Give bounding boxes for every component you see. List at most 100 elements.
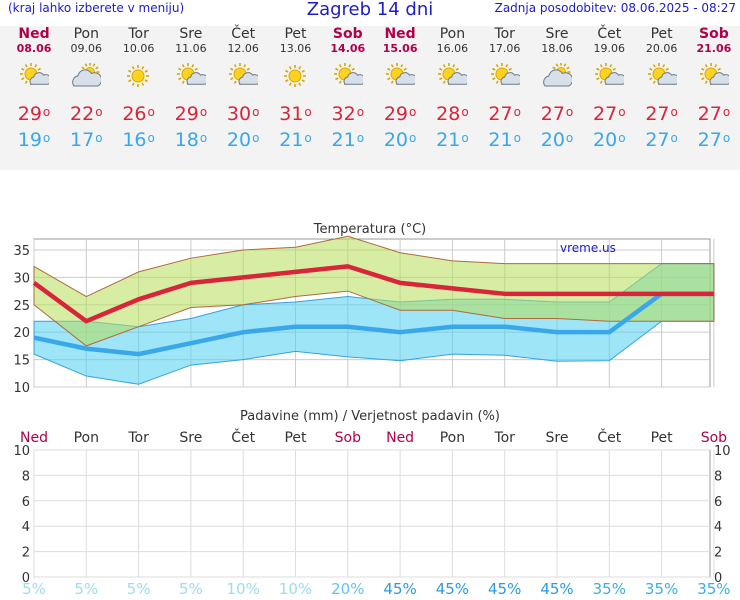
location-menu-hint[interactable]: (kraj lahko izberete v meniju) [8, 1, 185, 15]
sun-cloud-icon [20, 63, 49, 85]
day-name: Sre [179, 26, 203, 42]
sun-cloud-icon [333, 63, 363, 85]
max-temperature-line [32, 264, 714, 324]
min-temperature-line [33, 291, 714, 357]
last-updated: Zadnja posodobitev: 08.06.2025 - 08:27 [494, 1, 736, 15]
sun-icon [126, 65, 149, 87]
y-tick-label: 0 [22, 571, 30, 586]
cloud-shape [29, 72, 49, 85]
cloud-shape [543, 69, 572, 87]
max-temperature: 27o [488, 103, 521, 125]
day-name: Sre [545, 26, 569, 42]
precipitation-probability: 5% [74, 580, 98, 595]
day-name: Ned [18, 26, 50, 42]
day-date: 08.06 [16, 42, 52, 55]
max-temperature: 27o [697, 103, 731, 125]
day-date: 13.06 [279, 42, 312, 55]
y-tick-label: 20 [13, 326, 30, 341]
day-name: Pet [284, 26, 307, 42]
x-tick-label: Ned [20, 430, 48, 446]
max-temperature: 31o [279, 103, 312, 125]
cloud-shape [604, 72, 625, 85]
day-date: 20.06 [645, 42, 678, 55]
cloud-sun-icon [72, 63, 102, 87]
day-column: Sob 21.06 27o 27o [688, 26, 740, 151]
max-temperature: 30o [226, 103, 260, 125]
day-column: Sre 18.06 27o 20o [531, 26, 583, 151]
y-tick-label: 30 [13, 271, 30, 286]
day-date: 11.06 [175, 42, 207, 55]
max-temperature: 29o [383, 103, 417, 125]
x-tick-label: Sre [546, 430, 569, 446]
day-name: Pon [73, 26, 99, 42]
max-range-band [33, 235, 715, 347]
cloud-shape [343, 72, 363, 85]
cloud-shape [657, 72, 677, 85]
max-temperature: 27o [540, 103, 574, 125]
cloud-shape [186, 72, 206, 85]
sun-cloud-icon [229, 63, 259, 85]
cloud-shape [395, 72, 416, 85]
min-temperature: 17o [70, 129, 103, 151]
sun-shape [283, 65, 306, 87]
day-name: Tor [494, 26, 515, 42]
x-tick-label: Pet [651, 430, 674, 446]
max-temperature: 22o [70, 103, 103, 125]
max-temperature: 29o [174, 103, 208, 125]
x-tick-label: Pon [440, 430, 465, 446]
sun-shape [126, 65, 149, 87]
y-tick-label: 4 [22, 520, 30, 535]
x-tick-label: Tor [127, 430, 149, 446]
day-column: Ned 08.06 29o 19o [8, 26, 60, 151]
max-temperature: 27o [593, 103, 626, 125]
x-tick-label: Sob [335, 430, 361, 446]
y-tick-label: 35 [13, 244, 30, 259]
min-temperature: 18o [174, 129, 208, 151]
day-column: Tor 10.06 26o 16o [113, 26, 165, 151]
day-column: Pet 20.06 27o 27o [636, 26, 688, 151]
precipitation-probability: 10% [227, 580, 260, 595]
x-tick-label: Sob [701, 430, 727, 446]
precipitation-probability: 5% [22, 580, 46, 595]
sun-cloud-icon [386, 63, 416, 85]
sun-cloud-icon [490, 63, 520, 85]
y-tick-label: 8 [22, 469, 30, 484]
y-tick-label: 2 [22, 546, 30, 561]
min-temperature: 21o [436, 129, 469, 151]
day-date: 15.06 [382, 42, 418, 55]
day-date: 17.06 [488, 42, 521, 55]
day-date: 14.06 [330, 42, 366, 55]
cloud-sun-icon [543, 63, 572, 87]
precipitation-probability: 45% [436, 580, 469, 595]
cloud-shape [500, 72, 520, 85]
cloud-shape [238, 72, 259, 85]
x-tick-label: Pet [284, 430, 307, 446]
y-tick-label: 10 [13, 444, 30, 459]
min-temperature: 19o [17, 129, 51, 151]
min-temperature: 20o [383, 129, 417, 151]
cloud-shape [447, 72, 468, 85]
max-temperature: 29o [17, 103, 51, 125]
chart-title: Padavine (mm) / Verjetnost padavin (%) [240, 409, 500, 424]
y-tick-label-right: 8 [714, 469, 722, 484]
day-name: Pet [650, 26, 673, 42]
day-column: Pon 09.06 22o 17o [60, 26, 112, 151]
daily-forecast-strip: Ned 08.06 29o 19o Pon 09.06 22o 17o Tor 10.06 26o 1… [0, 26, 740, 170]
sun-icon [283, 65, 306, 87]
day-name: Čet [597, 26, 622, 42]
day-date: 19.06 [593, 42, 626, 55]
day-column: Pet 13.06 31o 21o [270, 26, 322, 151]
precipitation-probability: 20% [331, 580, 364, 595]
min-temperature: 27o [645, 129, 678, 151]
day-date: 10.06 [122, 42, 155, 55]
max-temperature: 27o [645, 103, 678, 125]
precipitation-probability: 5% [179, 580, 203, 595]
day-name: Sob [332, 26, 363, 42]
day-name: Čet [231, 26, 256, 42]
y-tick-label-right: 4 [714, 520, 722, 535]
day-date: 09.06 [70, 42, 103, 55]
x-tick-label: Pon [74, 430, 99, 446]
day-name: Ned [384, 26, 416, 42]
day-name: Sob [699, 26, 729, 42]
min-temperature: 20o [540, 129, 574, 151]
